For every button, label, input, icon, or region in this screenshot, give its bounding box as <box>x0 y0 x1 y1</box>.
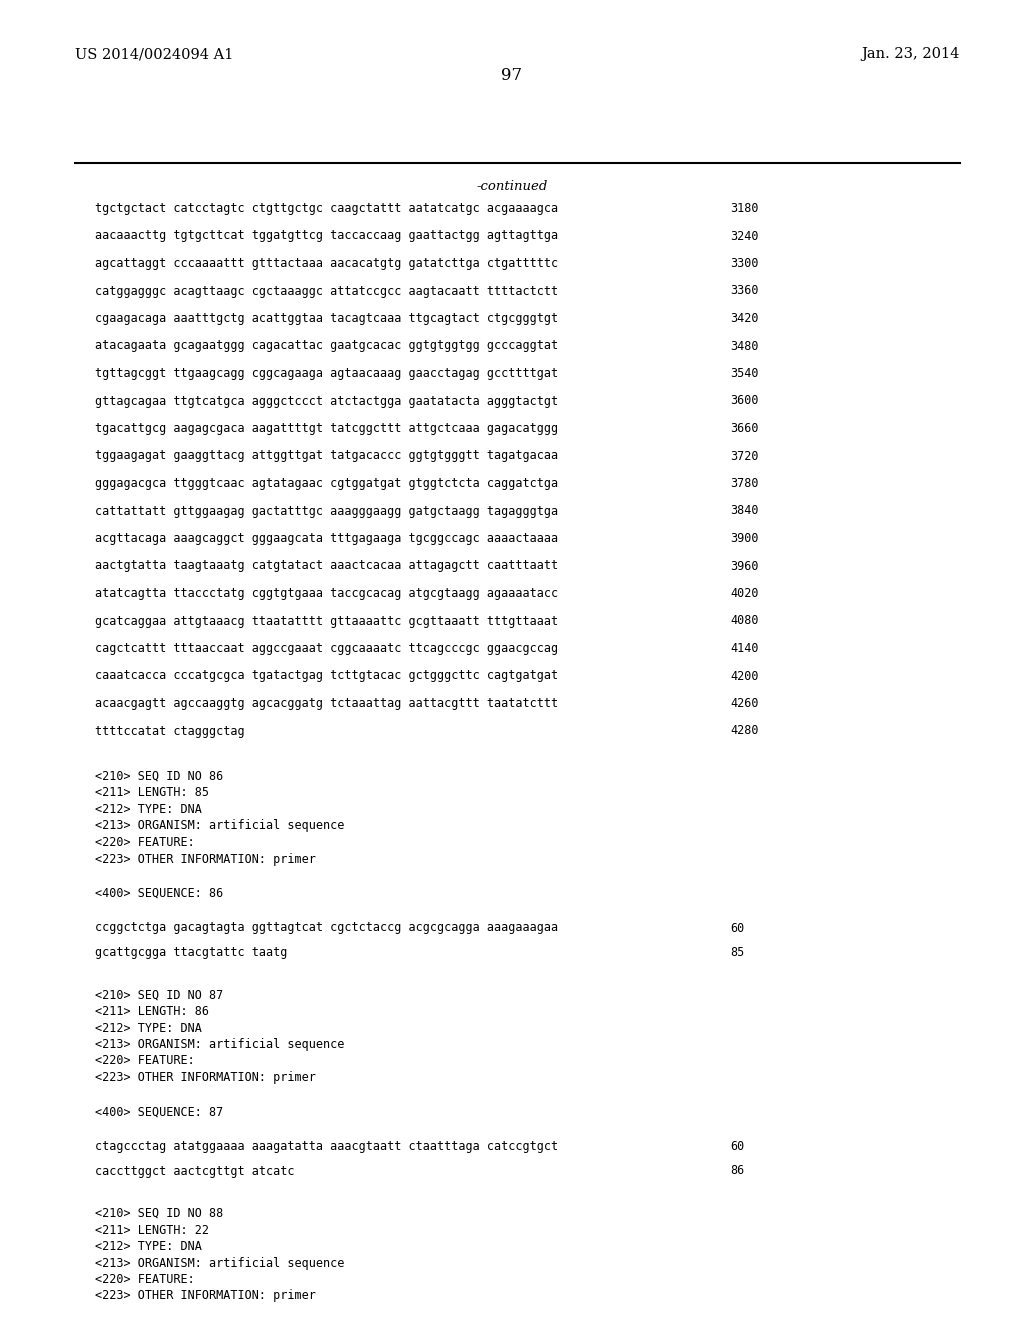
Text: <211> LENGTH: 22: <211> LENGTH: 22 <box>95 1224 209 1237</box>
Text: tgttagcggt ttgaagcagg cggcagaaga agtaacaaag gaacctagag gccttttgat: tgttagcggt ttgaagcagg cggcagaaga agtaaca… <box>95 367 558 380</box>
Text: <223> OTHER INFORMATION: primer: <223> OTHER INFORMATION: primer <box>95 853 315 866</box>
Text: catggagggc acagttaagc cgctaaaggc attatccgcc aagtacaatt ttttactctt: catggagggc acagttaagc cgctaaaggc attatcc… <box>95 285 558 297</box>
Text: <210> SEQ ID NO 86: <210> SEQ ID NO 86 <box>95 770 223 783</box>
Text: 97: 97 <box>502 67 522 84</box>
Text: 3420: 3420 <box>730 312 759 325</box>
Text: <213> ORGANISM: artificial sequence: <213> ORGANISM: artificial sequence <box>95 820 344 833</box>
Text: tgacattgcg aagagcgaca aagattttgt tatcggcttt attgctcaaa gagacatggg: tgacattgcg aagagcgaca aagattttgt tatcggc… <box>95 422 558 436</box>
Text: ccggctctga gacagtagta ggttagtcat cgctctaccg acgcgcagga aaagaaagaa: ccggctctga gacagtagta ggttagtcat cgctcta… <box>95 921 558 935</box>
Text: aactgtatta taagtaaatg catgtatact aaactcacaa attagagctt caatttaatt: aactgtatta taagtaaatg catgtatact aaactca… <box>95 560 558 573</box>
Text: cgaagacaga aaatttgctg acattggtaa tacagtcaaa ttgcagtact ctgcgggtgt: cgaagacaga aaatttgctg acattggtaa tacagtc… <box>95 312 558 325</box>
Text: <211> LENGTH: 85: <211> LENGTH: 85 <box>95 787 209 800</box>
Text: atatcagtta ttaccctatg cggtgtgaaa taccgcacag atgcgtaagg agaaaatacc: atatcagtta ttaccctatg cggtgtgaaa taccgca… <box>95 587 558 601</box>
Text: <212> TYPE: DNA: <212> TYPE: DNA <box>95 1239 202 1253</box>
Text: 4140: 4140 <box>730 642 759 655</box>
Text: 60: 60 <box>730 1140 744 1152</box>
Text: ttttccatat ctagggctag: ttttccatat ctagggctag <box>95 725 245 738</box>
Text: aacaaacttg tgtgcttcat tggatgttcg taccaccaag gaattactgg agttagttga: aacaaacttg tgtgcttcat tggatgttcg taccacc… <box>95 230 558 243</box>
Text: 3480: 3480 <box>730 339 759 352</box>
Text: <212> TYPE: DNA: <212> TYPE: DNA <box>95 1022 202 1035</box>
Text: 4260: 4260 <box>730 697 759 710</box>
Text: acaacgagtt agccaaggtg agcacggatg tctaaattag aattacgttt taatatcttt: acaacgagtt agccaaggtg agcacggatg tctaaat… <box>95 697 558 710</box>
Text: <220> FEATURE:: <220> FEATURE: <box>95 1055 195 1068</box>
Text: caccttggct aactcgttgt atcatc: caccttggct aactcgttgt atcatc <box>95 1164 295 1177</box>
Text: cattattatt gttggaagag gactatttgc aaagggaagg gatgctaagg tagagggtga: cattattatt gttggaagag gactatttgc aaaggga… <box>95 504 558 517</box>
Text: <223> OTHER INFORMATION: primer: <223> OTHER INFORMATION: primer <box>95 1071 315 1084</box>
Text: 3780: 3780 <box>730 477 759 490</box>
Text: 4020: 4020 <box>730 587 759 601</box>
Text: ctagccctag atatggaaaa aaagatatta aaacgtaatt ctaatttaga catccgtgct: ctagccctag atatggaaaa aaagatatta aaacgta… <box>95 1140 558 1152</box>
Text: 3660: 3660 <box>730 422 759 436</box>
Text: 3240: 3240 <box>730 230 759 243</box>
Text: US 2014/0024094 A1: US 2014/0024094 A1 <box>75 48 233 61</box>
Text: Jan. 23, 2014: Jan. 23, 2014 <box>861 48 961 61</box>
Text: gttagcagaa ttgtcatgca agggctccct atctactgga gaatatacta agggtactgt: gttagcagaa ttgtcatgca agggctccct atctact… <box>95 395 558 408</box>
Text: <213> ORGANISM: artificial sequence: <213> ORGANISM: artificial sequence <box>95 1257 344 1270</box>
Text: agcattaggt cccaaaattt gtttactaaa aacacatgtg gatatcttga ctgatttttc: agcattaggt cccaaaattt gtttactaaa aacacat… <box>95 257 558 271</box>
Text: 3360: 3360 <box>730 285 759 297</box>
Text: <211> LENGTH: 86: <211> LENGTH: 86 <box>95 1005 209 1018</box>
Text: <400> SEQUENCE: 86: <400> SEQUENCE: 86 <box>95 887 223 900</box>
Text: acgttacaga aaagcaggct gggaagcata tttgagaaga tgcggccagc aaaactaaaa: acgttacaga aaagcaggct gggaagcata tttgaga… <box>95 532 558 545</box>
Text: 4200: 4200 <box>730 669 759 682</box>
Text: 3300: 3300 <box>730 257 759 271</box>
Text: 4080: 4080 <box>730 615 759 627</box>
Text: <400> SEQUENCE: 87: <400> SEQUENCE: 87 <box>95 1106 223 1118</box>
Text: 60: 60 <box>730 921 744 935</box>
Text: cagctcattt tttaaccaat aggccgaaat cggcaaaatc ttcagcccgc ggaacgccag: cagctcattt tttaaccaat aggccgaaat cggcaaa… <box>95 642 558 655</box>
Text: atacagaata gcagaatggg cagacattac gaatgcacac ggtgtggtgg gcccaggtat: atacagaata gcagaatggg cagacattac gaatgca… <box>95 339 558 352</box>
Text: <212> TYPE: DNA: <212> TYPE: DNA <box>95 803 202 816</box>
Text: <210> SEQ ID NO 88: <210> SEQ ID NO 88 <box>95 1206 223 1220</box>
Text: 85: 85 <box>730 946 744 960</box>
Text: tgctgctact catcctagtc ctgttgctgc caagctattt aatatcatgc acgaaaagca: tgctgctact catcctagtc ctgttgctgc caagcta… <box>95 202 558 215</box>
Text: <223> OTHER INFORMATION: primer: <223> OTHER INFORMATION: primer <box>95 1290 315 1303</box>
Text: 3720: 3720 <box>730 450 759 462</box>
Text: <210> SEQ ID NO 87: <210> SEQ ID NO 87 <box>95 989 223 1002</box>
Text: gcattgcgga ttacgtattc taatg: gcattgcgga ttacgtattc taatg <box>95 946 288 960</box>
Text: 3540: 3540 <box>730 367 759 380</box>
Text: -continued: -continued <box>476 180 548 193</box>
Text: <213> ORGANISM: artificial sequence: <213> ORGANISM: artificial sequence <box>95 1038 344 1051</box>
Text: 3960: 3960 <box>730 560 759 573</box>
Text: <220> FEATURE:: <220> FEATURE: <box>95 1272 195 1286</box>
Text: 3600: 3600 <box>730 395 759 408</box>
Text: gggagacgca ttgggtcaac agtatagaac cgtggatgat gtggtctcta caggatctga: gggagacgca ttgggtcaac agtatagaac cgtggat… <box>95 477 558 490</box>
Text: 4280: 4280 <box>730 725 759 738</box>
Text: 3180: 3180 <box>730 202 759 215</box>
Text: tggaagagat gaaggttacg attggttgat tatgacaccc ggtgtgggtt tagatgacaa: tggaagagat gaaggttacg attggttgat tatgaca… <box>95 450 558 462</box>
Text: 3840: 3840 <box>730 504 759 517</box>
Text: <220> FEATURE:: <220> FEATURE: <box>95 836 195 849</box>
Text: gcatcaggaa attgtaaacg ttaatatttt gttaaaattc gcgttaaatt tttgttaaat: gcatcaggaa attgtaaacg ttaatatttt gttaaaa… <box>95 615 558 627</box>
Text: 3900: 3900 <box>730 532 759 545</box>
Text: caaatcacca cccatgcgca tgatactgag tcttgtacac gctgggcttc cagtgatgat: caaatcacca cccatgcgca tgatactgag tcttgta… <box>95 669 558 682</box>
Text: 86: 86 <box>730 1164 744 1177</box>
